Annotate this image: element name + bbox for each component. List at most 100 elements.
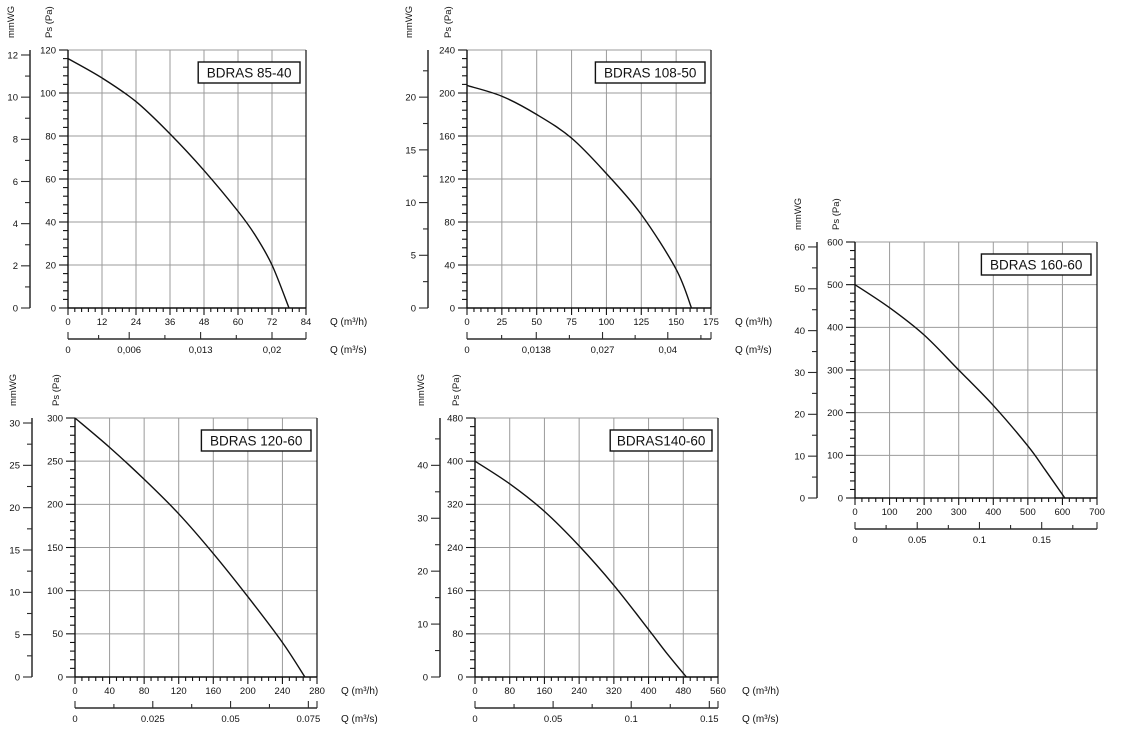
svg-text:100: 100 bbox=[598, 317, 614, 328]
svg-text:0.05: 0.05 bbox=[544, 714, 563, 725]
svg-text:25: 25 bbox=[9, 461, 20, 472]
svg-text:300: 300 bbox=[951, 507, 967, 518]
pa-axis-title: Ps (Pa) bbox=[44, 6, 55, 38]
svg-text:175: 175 bbox=[703, 317, 719, 328]
chart-title-label: BDRAS 120-60 bbox=[210, 434, 302, 449]
x-axis-title: Q (m³/h) bbox=[330, 317, 367, 328]
x-axis-m3h: 0 25 50 75 100 125 150 175 Q (m³/h) bbox=[464, 307, 772, 328]
chart-title-box: BDRAS 120-60 bbox=[200, 429, 312, 452]
svg-text:400: 400 bbox=[985, 507, 1001, 518]
svg-text:150: 150 bbox=[668, 317, 684, 328]
svg-text:0: 0 bbox=[450, 303, 455, 314]
svg-text:160: 160 bbox=[447, 586, 463, 597]
svg-text:125: 125 bbox=[633, 317, 649, 328]
svg-text:10: 10 bbox=[405, 198, 416, 209]
svg-text:20: 20 bbox=[9, 503, 20, 514]
x-axis-m3h: 0 100 200 300 400 500 600 700 bbox=[852, 497, 1105, 518]
x-axis-title: Q (m³/h) bbox=[742, 686, 779, 697]
mmwg-axis: 0 5 10 15 20 25 30 bbox=[9, 418, 33, 683]
svg-text:200: 200 bbox=[916, 507, 932, 518]
svg-text:10: 10 bbox=[417, 619, 428, 630]
svg-text:50: 50 bbox=[531, 317, 542, 328]
mmwg-axis-title: mmWG bbox=[404, 6, 415, 38]
svg-text:200: 200 bbox=[827, 408, 843, 419]
mmwg-axis-title: mmWG bbox=[416, 374, 427, 406]
svg-text:5: 5 bbox=[15, 630, 20, 641]
gridlines bbox=[855, 241, 1097, 498]
pa-axis-title: Ps (Pa) bbox=[831, 198, 842, 230]
svg-text:120: 120 bbox=[40, 45, 56, 56]
svg-text:50: 50 bbox=[794, 284, 805, 295]
svg-text:150: 150 bbox=[47, 543, 63, 554]
svg-text:40: 40 bbox=[417, 461, 428, 472]
svg-text:4: 4 bbox=[13, 219, 18, 230]
x-axis-title: Q (m³/h) bbox=[735, 317, 772, 328]
chart-title-label: BDRAS 108-50 bbox=[604, 66, 696, 81]
svg-text:40: 40 bbox=[45, 217, 56, 228]
pa-axis-title: Ps (Pa) bbox=[443, 6, 454, 38]
svg-text:80: 80 bbox=[504, 686, 515, 697]
svg-text:8: 8 bbox=[13, 135, 18, 146]
svg-text:0,02: 0,02 bbox=[263, 345, 282, 356]
svg-text:560: 560 bbox=[710, 686, 726, 697]
svg-text:400: 400 bbox=[641, 686, 657, 697]
svg-text:0.15: 0.15 bbox=[1032, 535, 1051, 546]
svg-text:50: 50 bbox=[52, 629, 63, 640]
svg-text:10: 10 bbox=[794, 452, 805, 463]
svg-text:0: 0 bbox=[15, 672, 20, 683]
pa-axis: 0 50 100 150 200 250 300 bbox=[47, 413, 318, 683]
svg-text:2: 2 bbox=[13, 261, 18, 272]
svg-text:300: 300 bbox=[47, 413, 63, 424]
mmwg-axis-title: mmWG bbox=[793, 198, 804, 230]
svg-text:240: 240 bbox=[571, 686, 587, 697]
pa-axis: 0 20 40 60 80 100 120 bbox=[40, 45, 307, 314]
x-axis-m3h: 0 80 160 240 320 400 480 560 Q (m³/h) bbox=[472, 676, 779, 697]
svg-text:80: 80 bbox=[45, 131, 56, 142]
svg-text:25: 25 bbox=[497, 317, 508, 328]
chart-title-box: BDRAS140-60 bbox=[609, 429, 713, 452]
svg-text:72: 72 bbox=[267, 317, 278, 328]
svg-text:0,006: 0,006 bbox=[117, 345, 141, 356]
x-axis-m3s: 0 0.05 0.1 0.15 Q (m³/s) bbox=[472, 701, 779, 725]
chart-title-label: BDRAS 160-60 bbox=[990, 258, 1082, 273]
x-axis-m3s: 0 0,006 0,013 0,02 Q (m³/s) bbox=[65, 332, 367, 356]
performance-curve bbox=[474, 460, 687, 678]
mmwg-axis: 0 5 10 15 20 bbox=[405, 50, 429, 314]
x2-axis-title: Q (m³/s) bbox=[341, 714, 378, 725]
pa-axis-title: Ps (Pa) bbox=[451, 374, 462, 406]
svg-text:15: 15 bbox=[405, 145, 416, 156]
svg-text:200: 200 bbox=[240, 686, 256, 697]
svg-text:0: 0 bbox=[65, 317, 70, 328]
mmwg-axis: 0 10 20 30 40 bbox=[417, 418, 441, 683]
pa-axis: 0 100 200 300 400 500 600 bbox=[827, 237, 1098, 504]
svg-text:400: 400 bbox=[827, 323, 843, 334]
svg-text:0: 0 bbox=[472, 714, 477, 725]
svg-text:480: 480 bbox=[447, 413, 463, 424]
svg-text:480: 480 bbox=[675, 686, 691, 697]
svg-text:0.1: 0.1 bbox=[973, 535, 986, 546]
svg-text:600: 600 bbox=[1054, 507, 1070, 518]
performance-curve bbox=[854, 284, 1066, 499]
svg-text:60: 60 bbox=[233, 317, 244, 328]
chart-title-label: BDRAS 85-40 bbox=[207, 66, 292, 81]
svg-text:48: 48 bbox=[199, 317, 210, 328]
pa-axis: 0 80 160 240 320 400 480 bbox=[447, 413, 719, 683]
gridlines bbox=[75, 417, 317, 677]
svg-text:300: 300 bbox=[827, 365, 843, 376]
svg-text:30: 30 bbox=[417, 514, 428, 525]
svg-text:0: 0 bbox=[472, 686, 477, 697]
pa-axis: 0 40 80 120 160 200 240 bbox=[439, 45, 712, 314]
svg-text:60: 60 bbox=[45, 174, 56, 185]
svg-text:0.075: 0.075 bbox=[296, 714, 320, 725]
svg-text:100: 100 bbox=[47, 586, 63, 597]
svg-text:0: 0 bbox=[58, 672, 63, 683]
svg-text:0: 0 bbox=[65, 345, 70, 356]
svg-text:0: 0 bbox=[13, 303, 18, 314]
svg-text:0,027: 0,027 bbox=[591, 345, 615, 356]
chart-title-label: BDRAS140-60 bbox=[617, 434, 706, 449]
svg-text:240: 240 bbox=[274, 686, 290, 697]
